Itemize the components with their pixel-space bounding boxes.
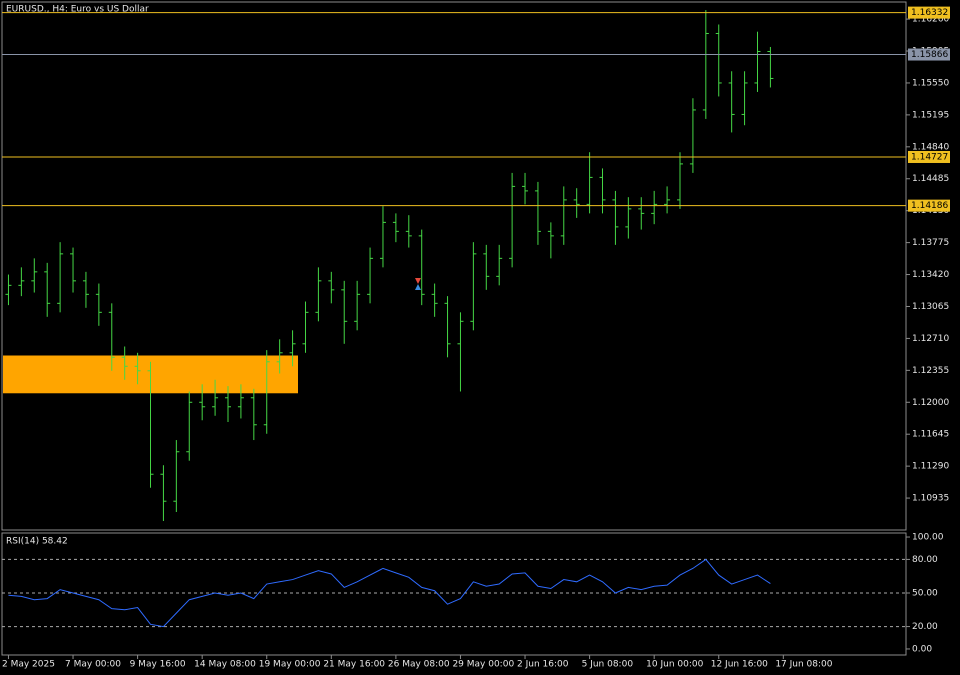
y-tick-label: 1.10935 <box>912 494 949 504</box>
x-tick-label: 29 May 00:00 <box>452 660 514 670</box>
x-tick-label: 17 Jun 08:00 <box>775 660 832 670</box>
y-tick-label: 1.16260 <box>912 15 949 25</box>
y-tick-label: 1.11290 <box>912 462 949 472</box>
trade-marker <box>415 278 421 290</box>
main-panel <box>1 1 907 531</box>
y-tick-label: 1.14485 <box>912 174 949 184</box>
price-label-box <box>908 6 950 19</box>
y-tick-label: 1.12710 <box>912 334 949 344</box>
y-tick-label: 1.12355 <box>912 366 949 376</box>
y-tick-label: 1.15550 <box>912 78 949 88</box>
x-tick-label: 7 May 00:00 <box>65 660 121 670</box>
y-tick-label: 100.00 <box>912 533 944 543</box>
x-tick-label: 14 May 08:00 <box>194 660 256 670</box>
y-tick-label: 50.00 <box>912 588 938 598</box>
x-tick-label: 21 May 16:00 <box>323 660 385 670</box>
rsi-title: RSI(14) 58.42 <box>6 537 68 547</box>
x-tick-label: 2 May 2025 <box>2 660 55 670</box>
y-tick-label: 1.15195 <box>912 110 949 120</box>
y-tick-label: 1.13775 <box>912 238 949 248</box>
rsi-line <box>8 558 771 628</box>
price-label-box <box>908 199 950 212</box>
y-tick-label: 20.00 <box>912 622 938 632</box>
x-tick-label: 9 May 16:00 <box>130 660 186 670</box>
x-tick-label: 19 May 00:00 <box>259 660 321 670</box>
x-tick-label: 2 Jun 16:00 <box>517 660 569 670</box>
x-tick-label: 5 Jun 08:00 <box>582 660 634 670</box>
price-label: 1.14727 <box>911 152 948 162</box>
y-tick-label: 0.00 <box>912 644 932 654</box>
x-tick-label: 12 Jun 16:00 <box>711 660 768 670</box>
y-tick-label: 1.13420 <box>912 270 949 280</box>
y-tick-label: 1.13065 <box>912 302 949 312</box>
price-label-box <box>908 48 950 61</box>
price-label: 1.16332 <box>911 8 948 18</box>
price-label: 1.14186 <box>911 201 948 211</box>
price-label: 1.15866 <box>911 50 948 60</box>
x-tick-label: 10 Jun 00:00 <box>646 660 703 670</box>
y-tick-label: 1.14840 <box>912 142 949 152</box>
y-tick-label: 1.12000 <box>912 398 949 408</box>
y-tick-label: 1.11645 <box>912 430 949 440</box>
y-tick-label: 80.00 <box>912 555 938 565</box>
chart-title: EURUSD., H4: Euro vs US Dollar <box>6 5 149 15</box>
price-label-box <box>908 150 950 163</box>
x-tick-label: 26 May 08:00 <box>388 660 450 670</box>
rsi-panel <box>1 532 907 656</box>
